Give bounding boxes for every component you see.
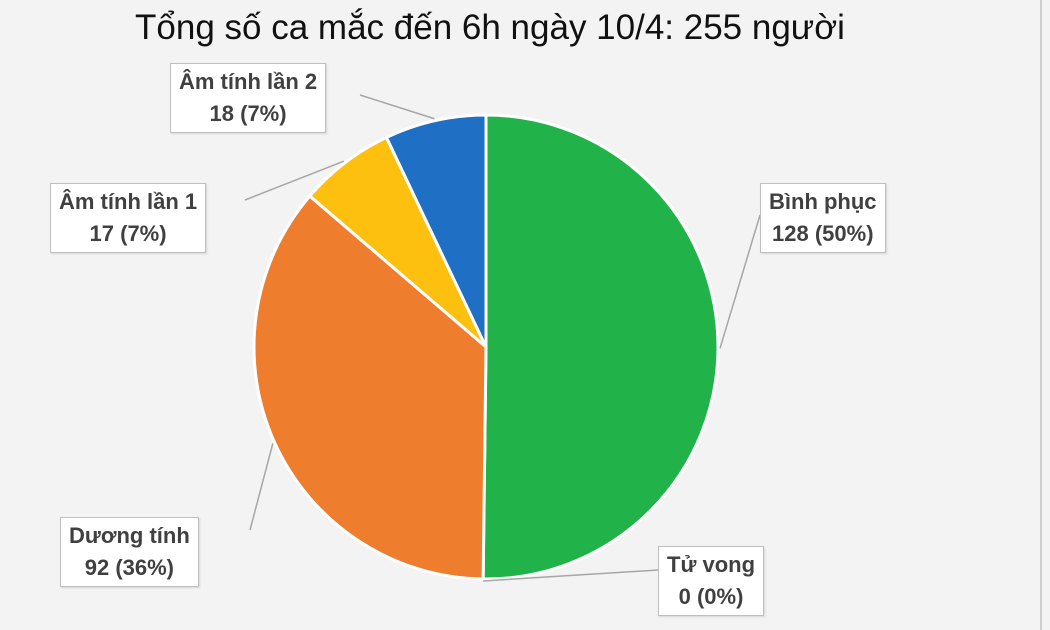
- chart-title: Tổng số ca mắc đến 6h ngày 10/4: 255 ngư…: [135, 8, 845, 47]
- leader-line-3: [244, 160, 345, 201]
- data-label-value: 18 (7%): [209, 101, 287, 126]
- data-label-value: 128 (50%): [772, 221, 874, 246]
- leader-lines: [244, 94, 761, 582]
- leader-line-4: [359, 94, 435, 120]
- pie-slices: [252, 113, 720, 581]
- pie-slice-2: [252, 193, 488, 581]
- data-label-name: Âm tính lần 2: [179, 69, 318, 94]
- leader-line-0: [719, 214, 761, 349]
- data-label-value: 17 (7%): [89, 221, 167, 246]
- data-label-value: 92 (36%): [84, 555, 175, 580]
- data-label-duong-tinh: Dương tính 92 (36%): [60, 517, 199, 587]
- data-label-am-tinh-lan-1: Âm tính lần 1 17 (7%): [50, 183, 207, 253]
- data-label-name: Bình phục: [769, 189, 877, 214]
- data-label-value: 0 (0%): [678, 584, 744, 609]
- data-label-name: Dương tính: [69, 523, 190, 548]
- data-label-tu-vong: Tử vong 0 (0%): [658, 546, 765, 616]
- leader-line-1: [483, 569, 659, 582]
- pie-slice-0: [481, 113, 720, 581]
- data-label-binh-phuc: Bình phục 128 (50%): [760, 183, 886, 253]
- frame-edge: [1040, 0, 1042, 630]
- leader-line-2: [249, 443, 274, 531]
- data-label-name: Âm tính lần 1: [59, 189, 198, 214]
- pie-slice-4: [384, 113, 488, 348]
- data-label-am-tinh-lan-2: Âm tính lần 2 18 (7%): [170, 63, 327, 133]
- data-label-name: Tử vong: [667, 552, 756, 577]
